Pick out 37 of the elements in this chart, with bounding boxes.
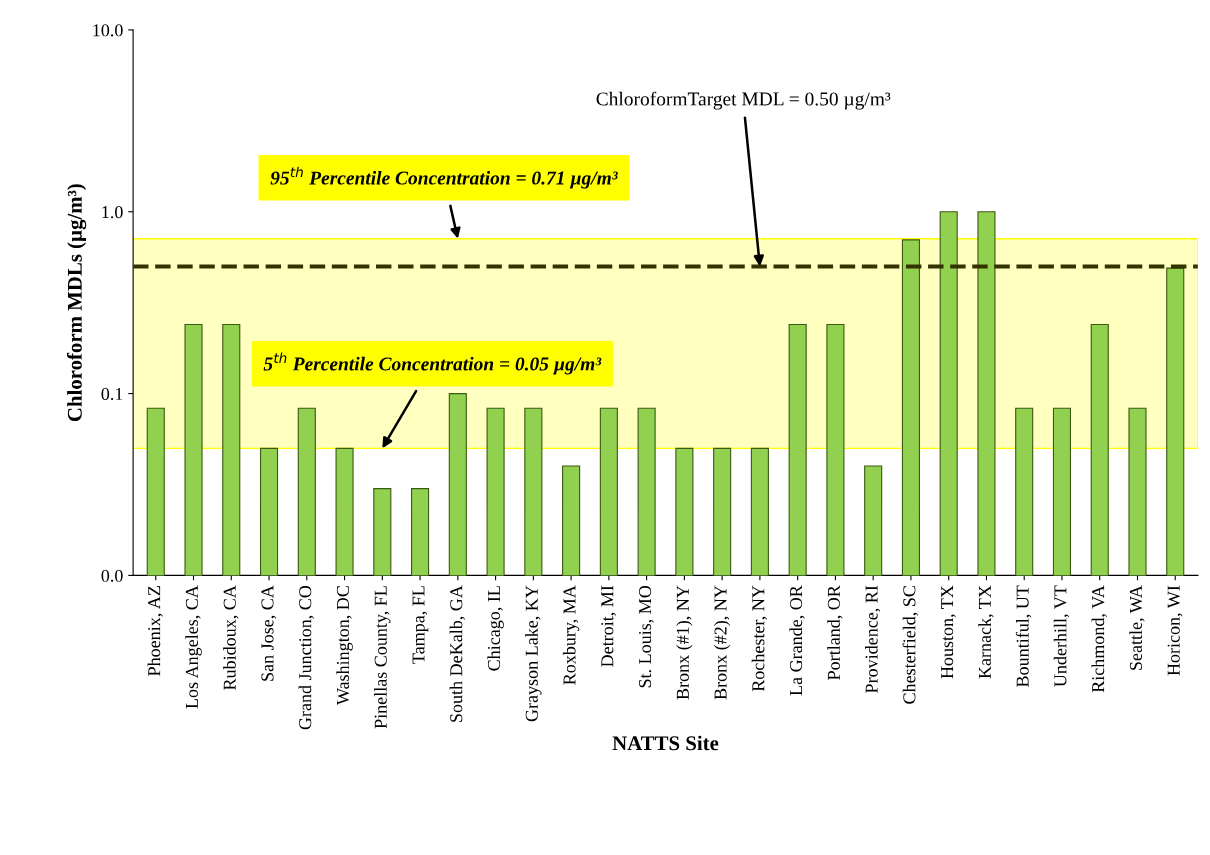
x-tick-label: Los Angeles, CA	[185, 585, 202, 709]
y-axis-title: Chloroform MDLs (µg/m³)	[66, 184, 87, 422]
x-tick-label: Grayson Lake, KY	[525, 585, 542, 722]
x-tick-label: Portland, OR	[827, 585, 843, 680]
x-tick-label: Horicon, WI	[1167, 585, 1183, 676]
x-tick-label: Bronx (#2), NY	[713, 585, 731, 700]
x-tick-label: Chesterfield, SC	[902, 586, 919, 704]
x-tick-label: Karnack, TX	[978, 585, 994, 679]
x-tick-label: San Jose, CA	[261, 585, 277, 681]
y-tick-label: 1.0	[102, 206, 123, 219]
x-axis-title: NATTS Site	[612, 735, 719, 751]
x-tick-label: Bronx (#1), NY	[676, 585, 693, 700]
x-tick-label: Detroit, MI	[601, 585, 616, 667]
y-tick-label: 0.1	[101, 387, 123, 401]
annotation: ChloroformTarget MDL = 0.50 µg/m³	[596, 91, 891, 110]
x-tick-label: Bountiful, UT	[1015, 585, 1032, 687]
x-tick-label: Chicago, IL	[487, 586, 504, 671]
y-tick-label: 0.0	[101, 569, 123, 582]
x-tick-label: Providence, RI	[864, 585, 881, 693]
annotation: 95$^{th}$ Percentile Concentration = 0.71 µg/m³	[270, 166, 618, 189]
x-tick-label: St. Louis, MO	[639, 585, 654, 688]
x-tick-label: Grand Junction, CO	[298, 585, 314, 730]
x-tick-label: Tampa, FL	[412, 586, 429, 664]
x-tick-label: Washington, DC	[336, 586, 353, 706]
x-tick-label: Phoenix, AZ	[147, 586, 163, 676]
x-tick-label: Roxbury, MA	[562, 585, 580, 685]
x-tick-label: Houston, TX	[941, 585, 956, 679]
x-tick-label: Rochester, NY	[751, 585, 768, 692]
annotation: 5$^{th}$ Percentile Concentration = 0.05 µg/m³	[263, 352, 602, 375]
y-tick-label: 10.0	[93, 24, 123, 37]
x-tick-label: Richmond, VA	[1091, 585, 1107, 693]
x-tick-label: Rubidoux, CA	[223, 585, 239, 690]
x-tick-label: Underhill, VT	[1053, 585, 1070, 687]
x-tick-label: La Grande, OR	[789, 585, 805, 696]
x-tick-label: Seattle, WA	[1129, 585, 1145, 670]
x-tick-label: South DeKalb, GA	[449, 585, 465, 722]
x-tick-label: Pinellas County, FL	[374, 586, 391, 729]
